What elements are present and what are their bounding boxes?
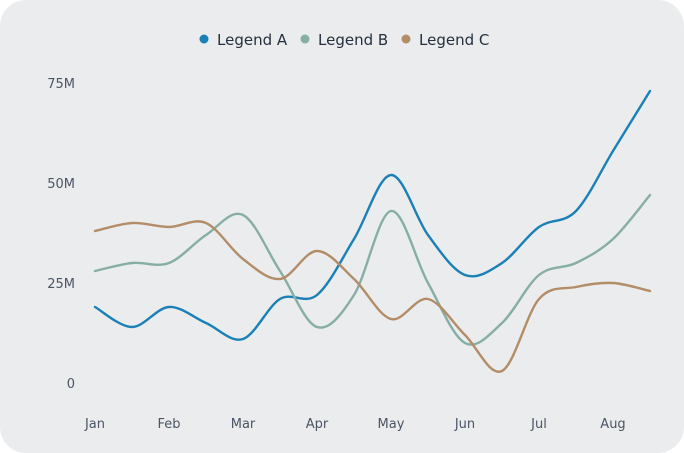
y-axis: 0 25M 50M 75M — [47, 77, 75, 392]
legend-marker — [401, 34, 411, 44]
legend-item-legend-c: Legend C — [401, 31, 489, 49]
series-line-legend-c — [93, 220, 652, 373]
x-tick-label: Mar — [231, 417, 256, 432]
y-tick-label: 25M — [47, 277, 75, 292]
x-tick-label: Feb — [157, 417, 180, 432]
legend-item-legend-b: Legend B — [300, 31, 388, 49]
x-tick-label: Apr — [306, 417, 329, 432]
y-tick-label: 50M — [47, 177, 75, 192]
x-tick-label: May — [378, 417, 405, 432]
legend-label: Legend B — [318, 31, 388, 49]
y-tick-label: 75M — [47, 77, 75, 92]
series-line-legend-a — [93, 89, 652, 341]
x-axis: Jan Feb Mar Apr May Jun Jul Aug — [84, 417, 626, 432]
plot-area — [93, 89, 652, 373]
x-tick-label: Jun — [454, 417, 475, 432]
x-tick-label: Jan — [84, 417, 105, 432]
legend-item-legend-a: Legend A — [199, 31, 288, 49]
legend-marker — [199, 34, 209, 44]
legend: Legend A Legend B Legend C — [199, 31, 489, 49]
legend-marker — [300, 34, 310, 44]
legend-label: Legend A — [217, 31, 288, 49]
series-line-legend-b — [93, 193, 652, 346]
y-tick-label: 0 — [67, 377, 75, 392]
x-tick-label: Jul — [530, 417, 547, 432]
x-tick-label: Aug — [600, 417, 625, 432]
legend-label: Legend C — [419, 31, 489, 49]
